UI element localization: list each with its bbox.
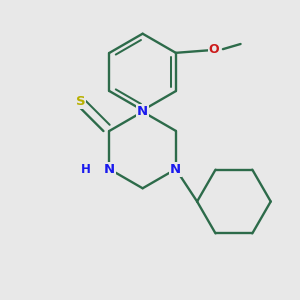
Text: N: N [104, 163, 115, 176]
Text: S: S [76, 95, 85, 108]
Text: H: H [81, 163, 91, 176]
Text: O: O [209, 44, 219, 56]
Text: N: N [137, 105, 148, 118]
Text: N: N [170, 163, 182, 176]
